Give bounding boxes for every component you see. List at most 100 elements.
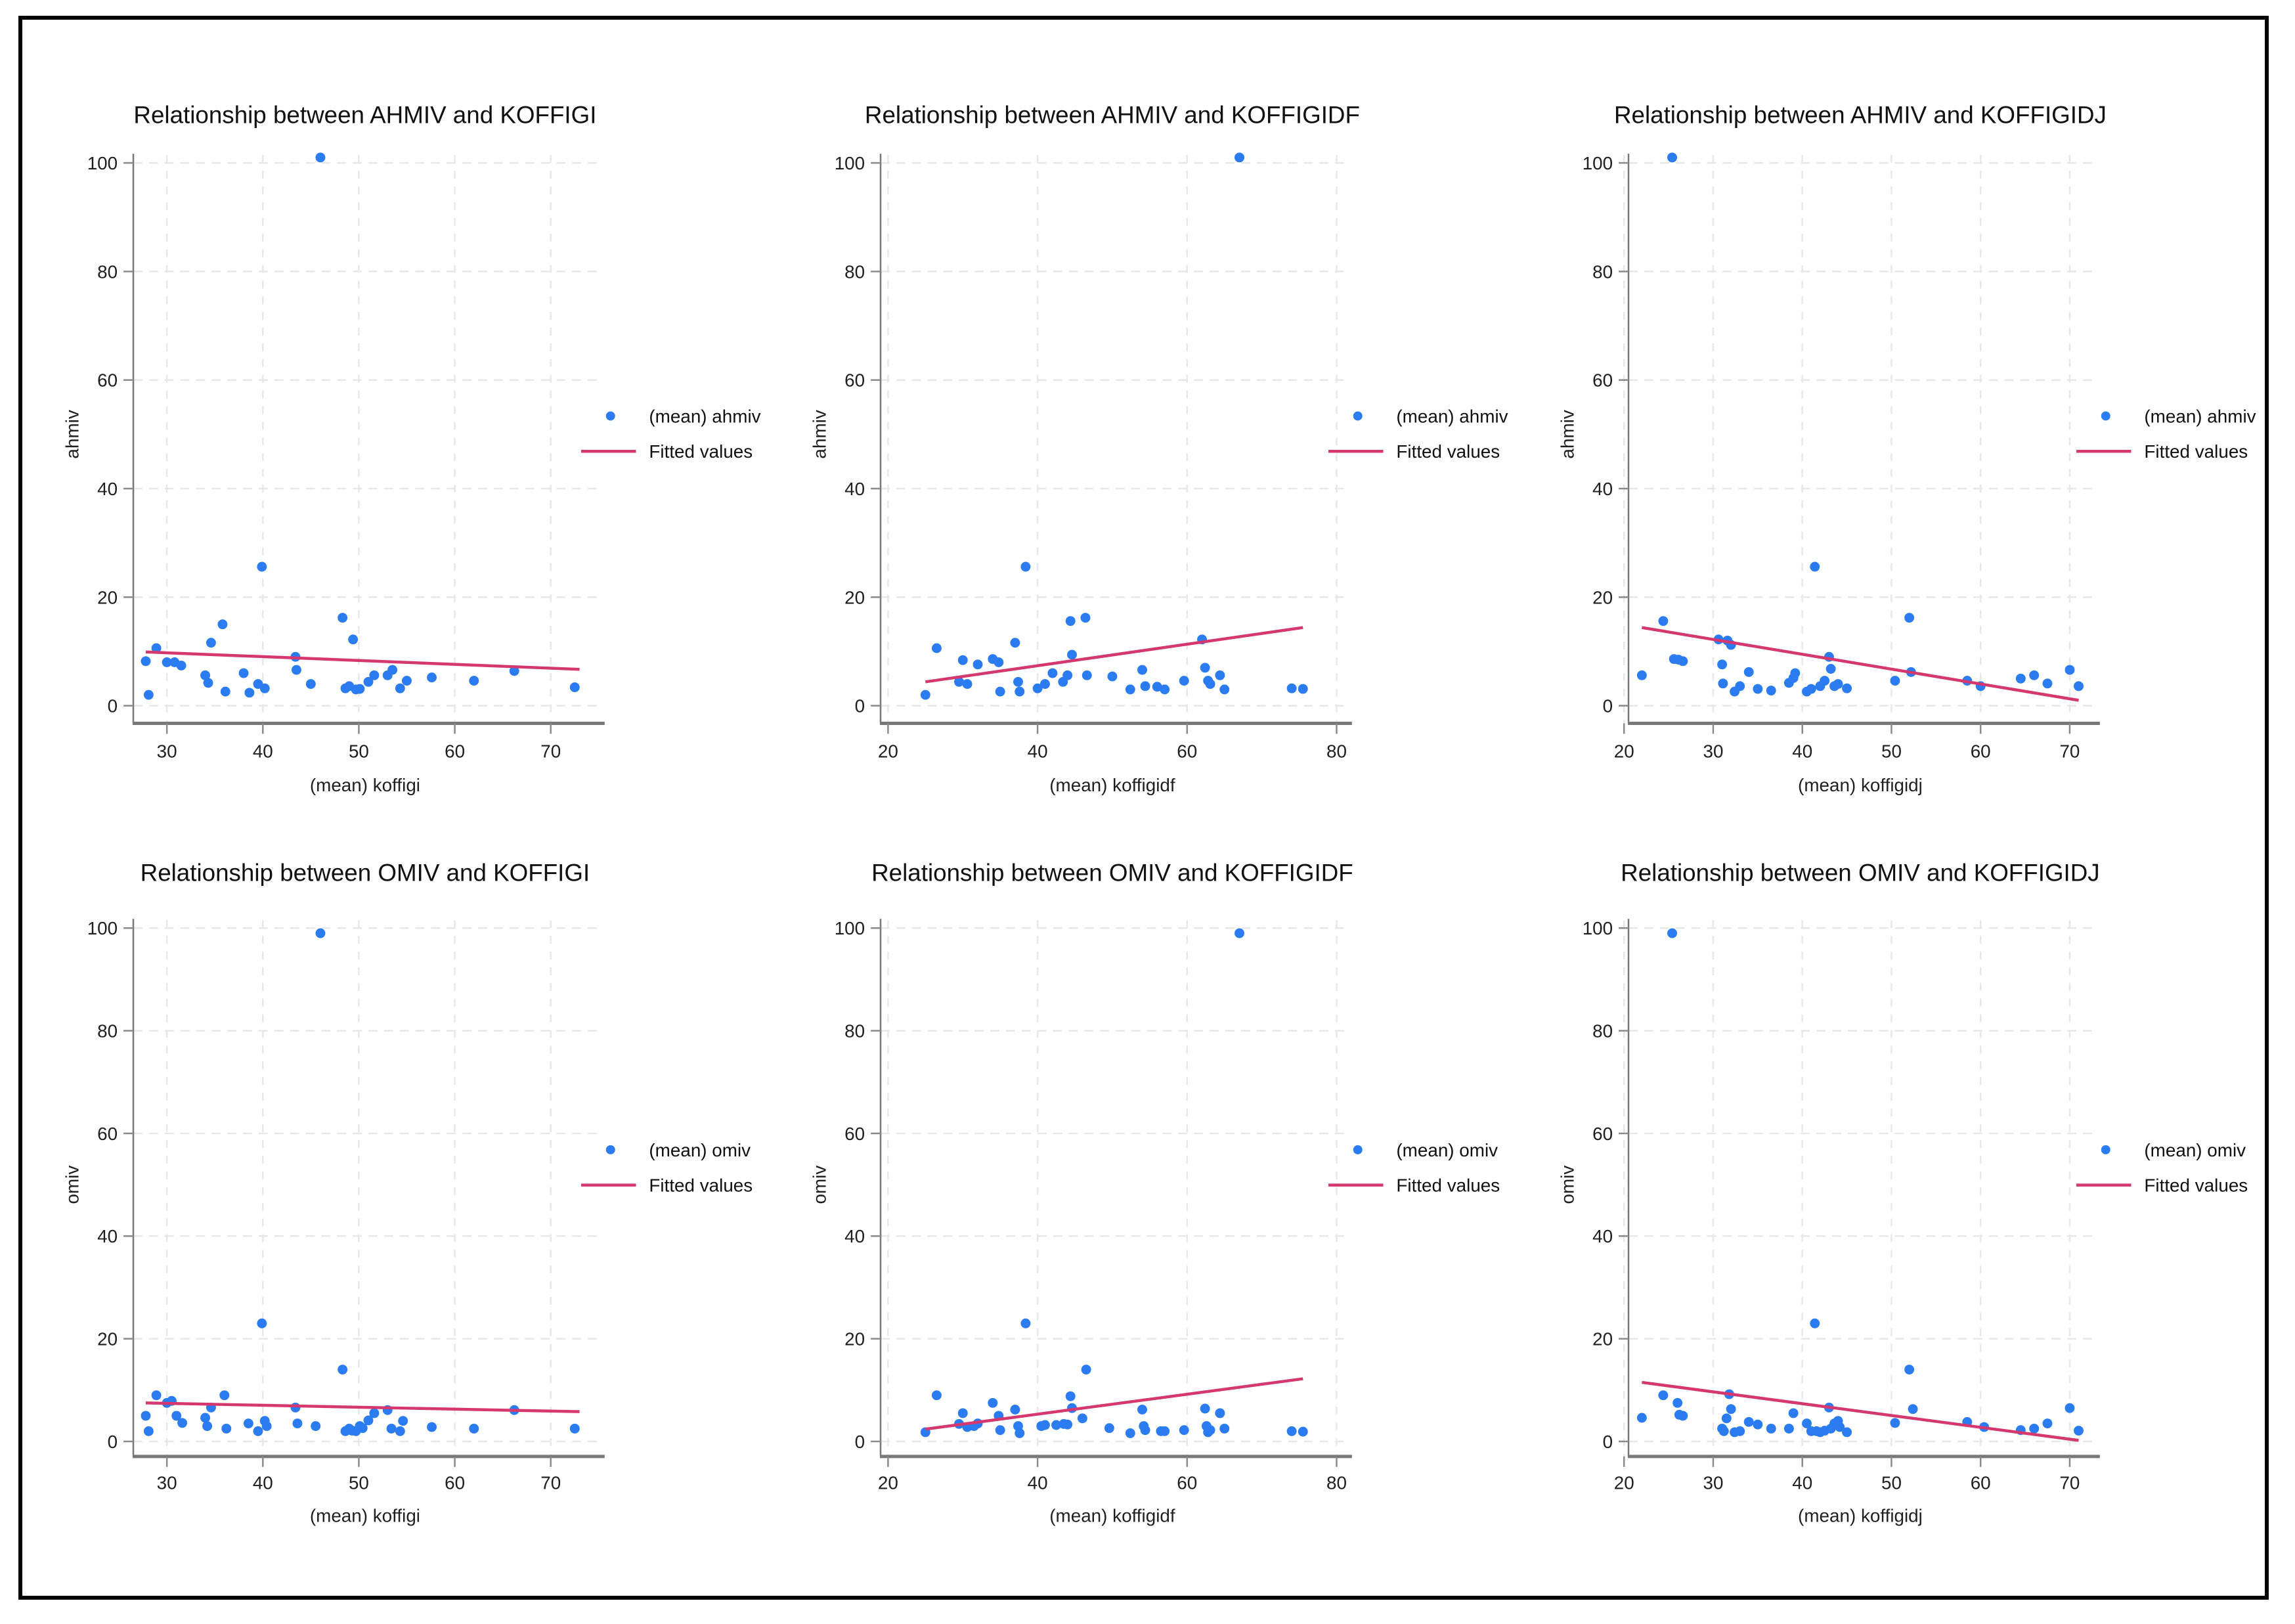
- data-point: [1015, 686, 1025, 697]
- data-point: [1082, 670, 1093, 680]
- x-tick-label: 30: [1703, 1473, 1723, 1493]
- data-point: [1753, 684, 1762, 694]
- data-point: [369, 1408, 380, 1418]
- x-tick-label: 30: [1703, 741, 1723, 761]
- data-point: [994, 657, 1004, 667]
- x-tick-label: 60: [1970, 741, 1990, 761]
- legend-line-label: Fitted values: [2144, 441, 2248, 462]
- y-tick-label: 0: [1602, 1432, 1612, 1452]
- data-point: [469, 1423, 479, 1434]
- y-tick-label: 0: [108, 696, 118, 716]
- data-point: [1788, 1408, 1799, 1418]
- data-point: [387, 665, 398, 675]
- data-point: [2073, 681, 2084, 691]
- legend: (mean) ahmiv Fitted values: [581, 406, 761, 462]
- data-point: [1667, 928, 1677, 938]
- scatter-chart: Relationship between AHMIV and KOFFIGI 0 2…: [62, 101, 761, 795]
- data-point: [1726, 1404, 1736, 1415]
- x-tick-label: 50: [349, 741, 369, 761]
- data-point: [305, 679, 316, 690]
- data-point: [315, 928, 326, 938]
- data-point: [1890, 676, 1900, 686]
- data-point: [1716, 659, 1727, 670]
- charts-grid: Relationship between AHMIV and KOFFIGI 0 2…: [22, 20, 2265, 1596]
- data-point: [1672, 1397, 1682, 1408]
- data-point: [261, 1421, 272, 1432]
- x-axis-label: (mean) koffigidj: [1798, 775, 1923, 795]
- data-point: [2028, 670, 2039, 680]
- data-point: [958, 1408, 969, 1418]
- x-tick-label: 70: [540, 1473, 561, 1493]
- data-point: [1783, 1423, 1794, 1434]
- y-tick-label: 80: [845, 1021, 865, 1042]
- data-point: [386, 1423, 397, 1434]
- data-point: [932, 643, 942, 653]
- scatter-chart: Relationship between AHMIV and KOFFIGIDJ…: [1557, 101, 2256, 795]
- data-point: [1298, 1426, 1309, 1437]
- y-tick-label: 60: [97, 1124, 118, 1144]
- y-tick-label: 20: [97, 587, 118, 607]
- data-point: [1015, 1428, 1025, 1438]
- chart-cell-ahmiv-koffigidj: Relationship between AHMIV and KOFFIGIDJ…: [1518, 20, 2265, 808]
- data-point: [995, 686, 1005, 697]
- x-tick-label: 40: [253, 741, 273, 761]
- data-point: [1140, 681, 1150, 691]
- y-tick-label: 40: [97, 1226, 118, 1246]
- data-point: [1734, 681, 1745, 691]
- legend-point-marker: [1353, 1145, 1363, 1154]
- data-point: [363, 676, 374, 687]
- data-point: [1718, 678, 1728, 689]
- figure-frame: Relationship between AHMIV and KOFFIGI 0 2…: [18, 16, 2269, 1600]
- data-point: [171, 1411, 182, 1421]
- data-point: [1841, 1427, 1852, 1437]
- x-tick-label: 60: [445, 1473, 465, 1493]
- y-tick-label: 100: [835, 918, 865, 938]
- x-tick-label: 20: [878, 741, 898, 761]
- x-tick-label: 70: [2059, 741, 2080, 761]
- x-tick-label: 70: [2059, 1473, 2080, 1493]
- data-point: [357, 1423, 368, 1434]
- y-tick-label: 40: [845, 1226, 865, 1246]
- data-point: [1215, 1408, 1225, 1418]
- data-point: [141, 656, 151, 667]
- fitted-line: [925, 1377, 1303, 1431]
- legend-point-marker: [1353, 411, 1363, 421]
- data-point: [1833, 679, 1843, 690]
- data-point: [1809, 561, 1820, 572]
- y-tick-label: 0: [855, 696, 865, 716]
- y-axis-label: ahmiv: [1557, 410, 1577, 458]
- data-point: [1200, 663, 1210, 673]
- data-point: [469, 676, 479, 686]
- x-tick-label: 60: [1177, 741, 1198, 761]
- fitted-line: [145, 1401, 580, 1413]
- data-point: [2042, 678, 2053, 689]
- legend-line-label: Fitted values: [649, 441, 753, 462]
- legend-point-label: (mean) omiv: [1397, 1140, 1498, 1160]
- data-point: [1205, 679, 1215, 690]
- data-point: [311, 1421, 321, 1432]
- data-point: [291, 665, 301, 675]
- scatter-chart: Relationship between OMIV and KOFFIGIDF 0…: [810, 860, 1500, 1526]
- data-point: [1104, 1423, 1115, 1434]
- data-point: [1904, 1365, 1914, 1375]
- data-point: [219, 1390, 230, 1401]
- y-axis-label: omiv: [1557, 1166, 1577, 1204]
- x-tick-label: 80: [1326, 1473, 1347, 1493]
- data-point: [1219, 1423, 1230, 1434]
- data-point: [221, 1423, 232, 1434]
- data-point: [202, 1421, 213, 1432]
- legend-point-label: (mean) ahmiv: [1397, 406, 1508, 426]
- data-point: [932, 1390, 942, 1401]
- x-tick-label: 50: [1881, 741, 1902, 761]
- chart-title: Relationship between OMIV and KOFFIGIDJ: [1621, 860, 2100, 887]
- fitted-line: [1641, 626, 2079, 702]
- data-point: [200, 670, 211, 680]
- y-tick-label: 100: [835, 153, 865, 173]
- y-axis-label: ahmiv: [62, 410, 83, 458]
- data-point: [1667, 152, 1677, 163]
- chart-cell-omiv-koffigidf: Relationship between OMIV and KOFFIGIDF 0…: [770, 808, 1517, 1596]
- x-axis-label: (mean) koffigi: [310, 775, 420, 795]
- x-axis-label: (mean) koffigidj: [1798, 1505, 1923, 1525]
- data-point: [402, 676, 412, 686]
- chart-title: Relationship between AHMIV and KOFFIGIDF: [865, 101, 1360, 128]
